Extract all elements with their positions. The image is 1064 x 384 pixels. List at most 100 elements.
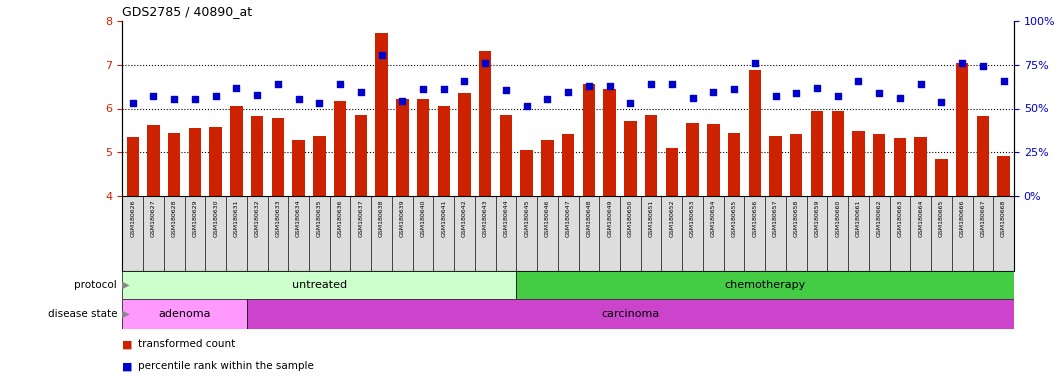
- Text: adenoma: adenoma: [159, 309, 211, 319]
- Text: protocol: protocol: [74, 280, 117, 290]
- Bar: [869, 196, 890, 271]
- Text: GSM180659: GSM180659: [815, 200, 819, 237]
- Bar: [811, 111, 824, 196]
- Text: GSM180639: GSM180639: [400, 200, 404, 237]
- Text: GSM180627: GSM180627: [151, 200, 156, 237]
- Text: GSM180638: GSM180638: [379, 200, 384, 237]
- Text: GSM180634: GSM180634: [296, 200, 301, 237]
- Bar: [686, 122, 699, 196]
- Bar: [977, 116, 990, 196]
- Bar: [645, 115, 658, 196]
- Bar: [620, 196, 641, 271]
- Bar: [662, 196, 682, 271]
- Bar: [313, 136, 326, 196]
- Bar: [703, 196, 724, 271]
- Text: carcinoma: carcinoma: [601, 309, 660, 319]
- Point: [207, 93, 225, 99]
- Bar: [603, 89, 616, 196]
- Bar: [708, 124, 719, 196]
- Bar: [396, 99, 409, 196]
- Bar: [852, 131, 865, 196]
- Text: GSM180636: GSM180636: [337, 200, 343, 237]
- Point: [953, 60, 970, 66]
- Bar: [475, 196, 496, 271]
- Point: [290, 96, 307, 102]
- Point: [726, 86, 743, 92]
- Text: GSM180649: GSM180649: [608, 200, 612, 237]
- Text: GSM180643: GSM180643: [483, 200, 487, 237]
- Bar: [271, 118, 284, 196]
- Bar: [309, 196, 330, 271]
- Bar: [251, 116, 264, 196]
- Text: chemotherapy: chemotherapy: [725, 280, 805, 290]
- Text: GSM180662: GSM180662: [877, 200, 882, 237]
- Bar: [122, 271, 516, 299]
- Text: ■: ■: [122, 339, 133, 349]
- Point: [850, 78, 867, 84]
- Text: GDS2785 / 40890_at: GDS2785 / 40890_at: [122, 5, 252, 18]
- Point: [415, 86, 432, 92]
- Text: GSM180665: GSM180665: [938, 200, 944, 237]
- Text: GSM180641: GSM180641: [442, 200, 446, 237]
- Bar: [537, 196, 558, 271]
- Bar: [454, 196, 475, 271]
- Bar: [226, 196, 247, 271]
- Text: GSM180651: GSM180651: [649, 200, 653, 237]
- Text: GSM180654: GSM180654: [711, 200, 716, 237]
- Bar: [931, 196, 952, 271]
- Bar: [392, 196, 413, 271]
- Bar: [210, 127, 222, 196]
- Text: GSM180633: GSM180633: [276, 200, 281, 237]
- Text: GSM180626: GSM180626: [130, 200, 135, 237]
- Bar: [168, 132, 181, 196]
- Text: GSM180631: GSM180631: [234, 200, 239, 237]
- Bar: [952, 196, 972, 271]
- Point: [249, 91, 266, 98]
- Point: [332, 81, 349, 88]
- Point: [995, 78, 1012, 84]
- Bar: [520, 150, 533, 196]
- Bar: [848, 196, 869, 271]
- Text: ▶: ▶: [119, 280, 130, 290]
- Bar: [247, 299, 1014, 329]
- Text: GSM180644: GSM180644: [503, 200, 509, 237]
- Bar: [828, 196, 848, 271]
- Point: [912, 81, 929, 88]
- Bar: [911, 196, 931, 271]
- Bar: [376, 33, 387, 196]
- Text: GSM180635: GSM180635: [317, 200, 321, 237]
- Point: [767, 93, 784, 99]
- Bar: [542, 140, 553, 196]
- Text: GSM180652: GSM180652: [669, 200, 675, 237]
- Bar: [562, 134, 575, 196]
- Bar: [786, 196, 807, 271]
- Bar: [293, 140, 304, 196]
- Point: [166, 96, 183, 102]
- Bar: [724, 196, 745, 271]
- Point: [704, 89, 721, 95]
- Bar: [769, 136, 782, 196]
- Text: ▶: ▶: [119, 309, 130, 319]
- Bar: [641, 196, 662, 271]
- Bar: [122, 196, 143, 271]
- Point: [892, 94, 909, 101]
- Bar: [894, 138, 907, 196]
- Point: [352, 89, 369, 95]
- Bar: [914, 137, 927, 196]
- Point: [145, 93, 162, 99]
- Bar: [807, 196, 828, 271]
- Text: GSM180656: GSM180656: [752, 200, 758, 237]
- Bar: [997, 156, 1010, 196]
- Text: ■: ■: [122, 361, 133, 371]
- Bar: [267, 196, 288, 271]
- Bar: [583, 84, 595, 196]
- Bar: [330, 196, 350, 271]
- Text: GSM180661: GSM180661: [855, 200, 861, 237]
- Point: [477, 60, 494, 66]
- Bar: [682, 196, 703, 271]
- Text: GSM180648: GSM180648: [586, 200, 592, 237]
- Bar: [334, 101, 346, 196]
- Text: untreated: untreated: [292, 280, 347, 290]
- Text: GSM180664: GSM180664: [918, 200, 924, 237]
- Point: [746, 60, 763, 66]
